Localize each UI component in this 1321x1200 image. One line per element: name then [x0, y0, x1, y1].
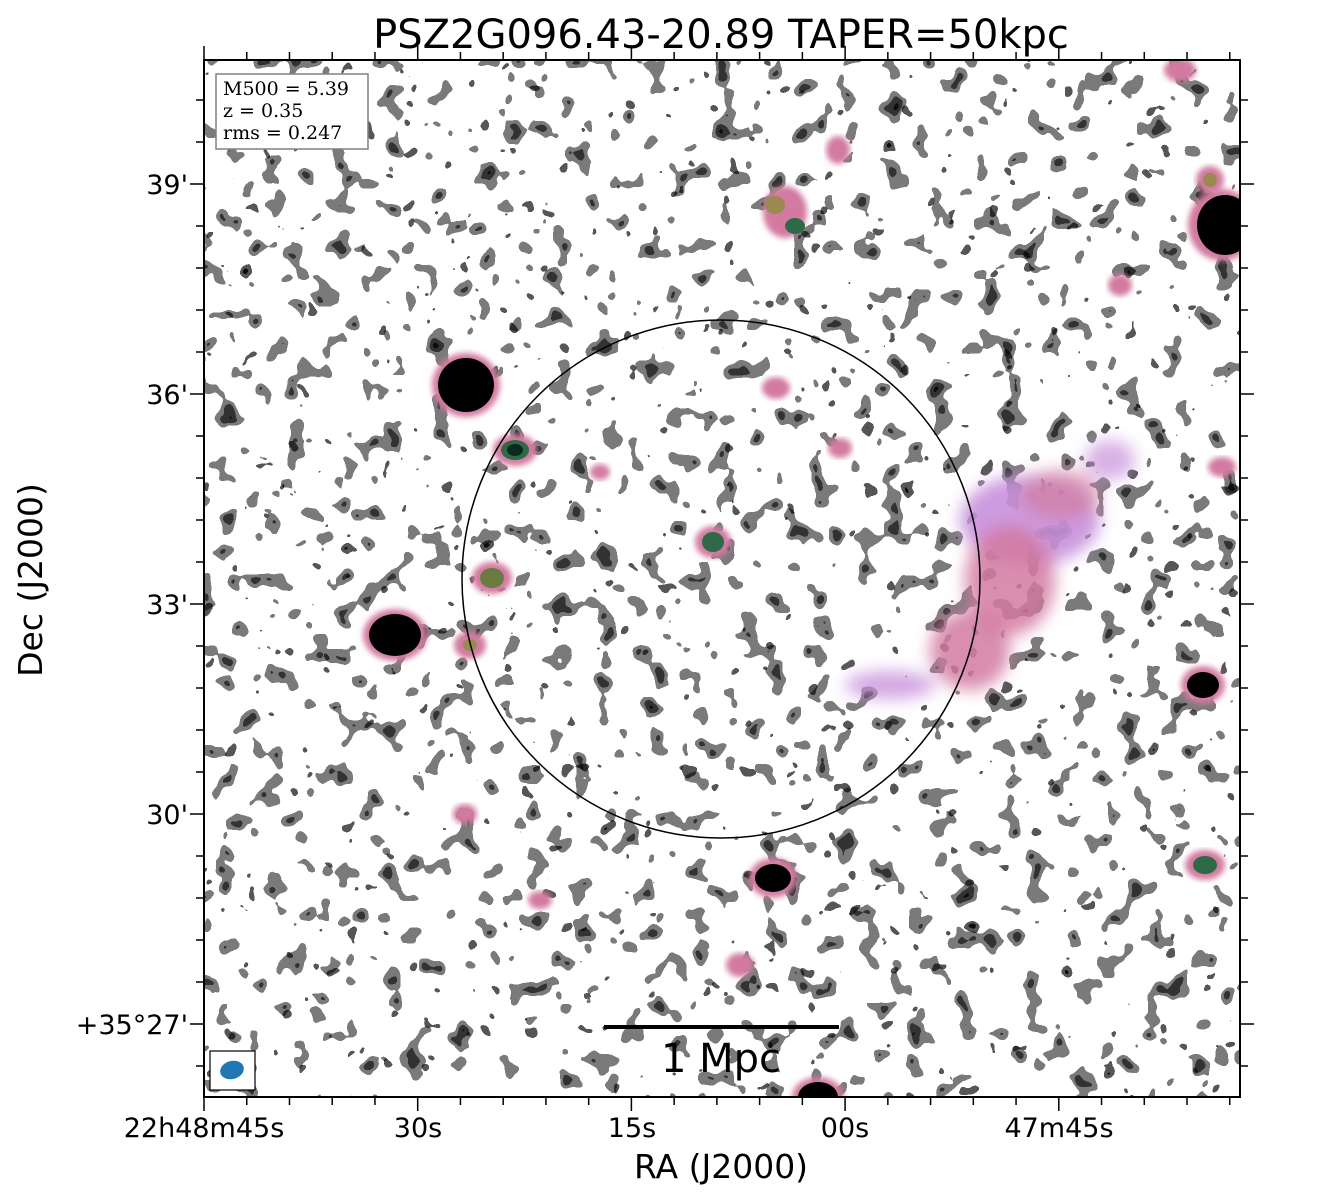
source: [726, 953, 754, 977]
x-axis-title: RA (J2000): [634, 1147, 808, 1186]
source: [472, 562, 512, 594]
source: [590, 464, 610, 480]
y-tick-label: +35°27': [76, 1010, 188, 1041]
x-tick-label: 00s: [821, 1113, 869, 1144]
plot-frame: [203, 59, 1241, 1098]
source: [1208, 457, 1236, 477]
source: [363, 609, 427, 661]
point-sources: [363, 60, 1240, 1097]
y-tick-labels: 39' 36' 33' 30' +35°27': [76, 170, 188, 1041]
info-box: M500 = 5.39 z = 0.35 rms = 0.247: [215, 73, 369, 150]
source: [1181, 666, 1225, 704]
y-axis-title: Dec (J2000): [11, 483, 50, 677]
source: [695, 526, 731, 558]
source: [826, 136, 850, 164]
source: [749, 858, 797, 898]
source: [528, 891, 552, 909]
source: [453, 804, 477, 824]
image-area: M500 = 5.39 z = 0.35 rms = 0.247 1 Mpc: [204, 60, 1240, 1097]
source: [493, 434, 537, 466]
scale-bar-label: 1 Mpc: [661, 1036, 781, 1082]
source: [763, 186, 807, 238]
y-tick-label: 30': [146, 800, 188, 831]
y-tick-label: 33': [146, 590, 188, 621]
info-line-redshift: z = 0.35: [223, 100, 303, 122]
diffuse-emission: [845, 440, 1135, 699]
cluster-circle: [461, 319, 981, 839]
source: [792, 1077, 844, 1097]
plot-title: PSZ2G096.43-20.89 TAPER=50kpc: [373, 12, 1069, 58]
x-tick-label: 30s: [394, 1113, 442, 1144]
source: [1196, 166, 1224, 194]
beam-ellipse: [220, 1060, 244, 1080]
beam-box: [209, 1050, 256, 1091]
info-line-rms: rms = 0.247: [223, 122, 342, 144]
y-tick-label: 36': [146, 380, 188, 411]
source: [762, 377, 790, 399]
source: [1164, 60, 1196, 82]
noise-lavender: [204, 60, 1240, 1097]
x-tick-label: 47m45s: [1004, 1113, 1113, 1144]
y-tick-label: 39': [146, 170, 188, 201]
source: [1188, 189, 1240, 261]
axis-ticks: [190, 46, 1254, 1111]
x-tick-labels: 22h48m45s 30s 15s 00s 47m45s: [124, 1113, 1114, 1144]
source: [432, 353, 500, 417]
source: [1185, 850, 1225, 880]
x-tick-label: 15s: [608, 1113, 656, 1144]
source: [1108, 274, 1132, 296]
scale-bar: 1 Mpc: [604, 1025, 839, 1082]
info-line-mass: M500 = 5.39: [223, 78, 349, 100]
source: [828, 438, 852, 458]
x-tick-label: 22h48m45s: [124, 1113, 285, 1144]
